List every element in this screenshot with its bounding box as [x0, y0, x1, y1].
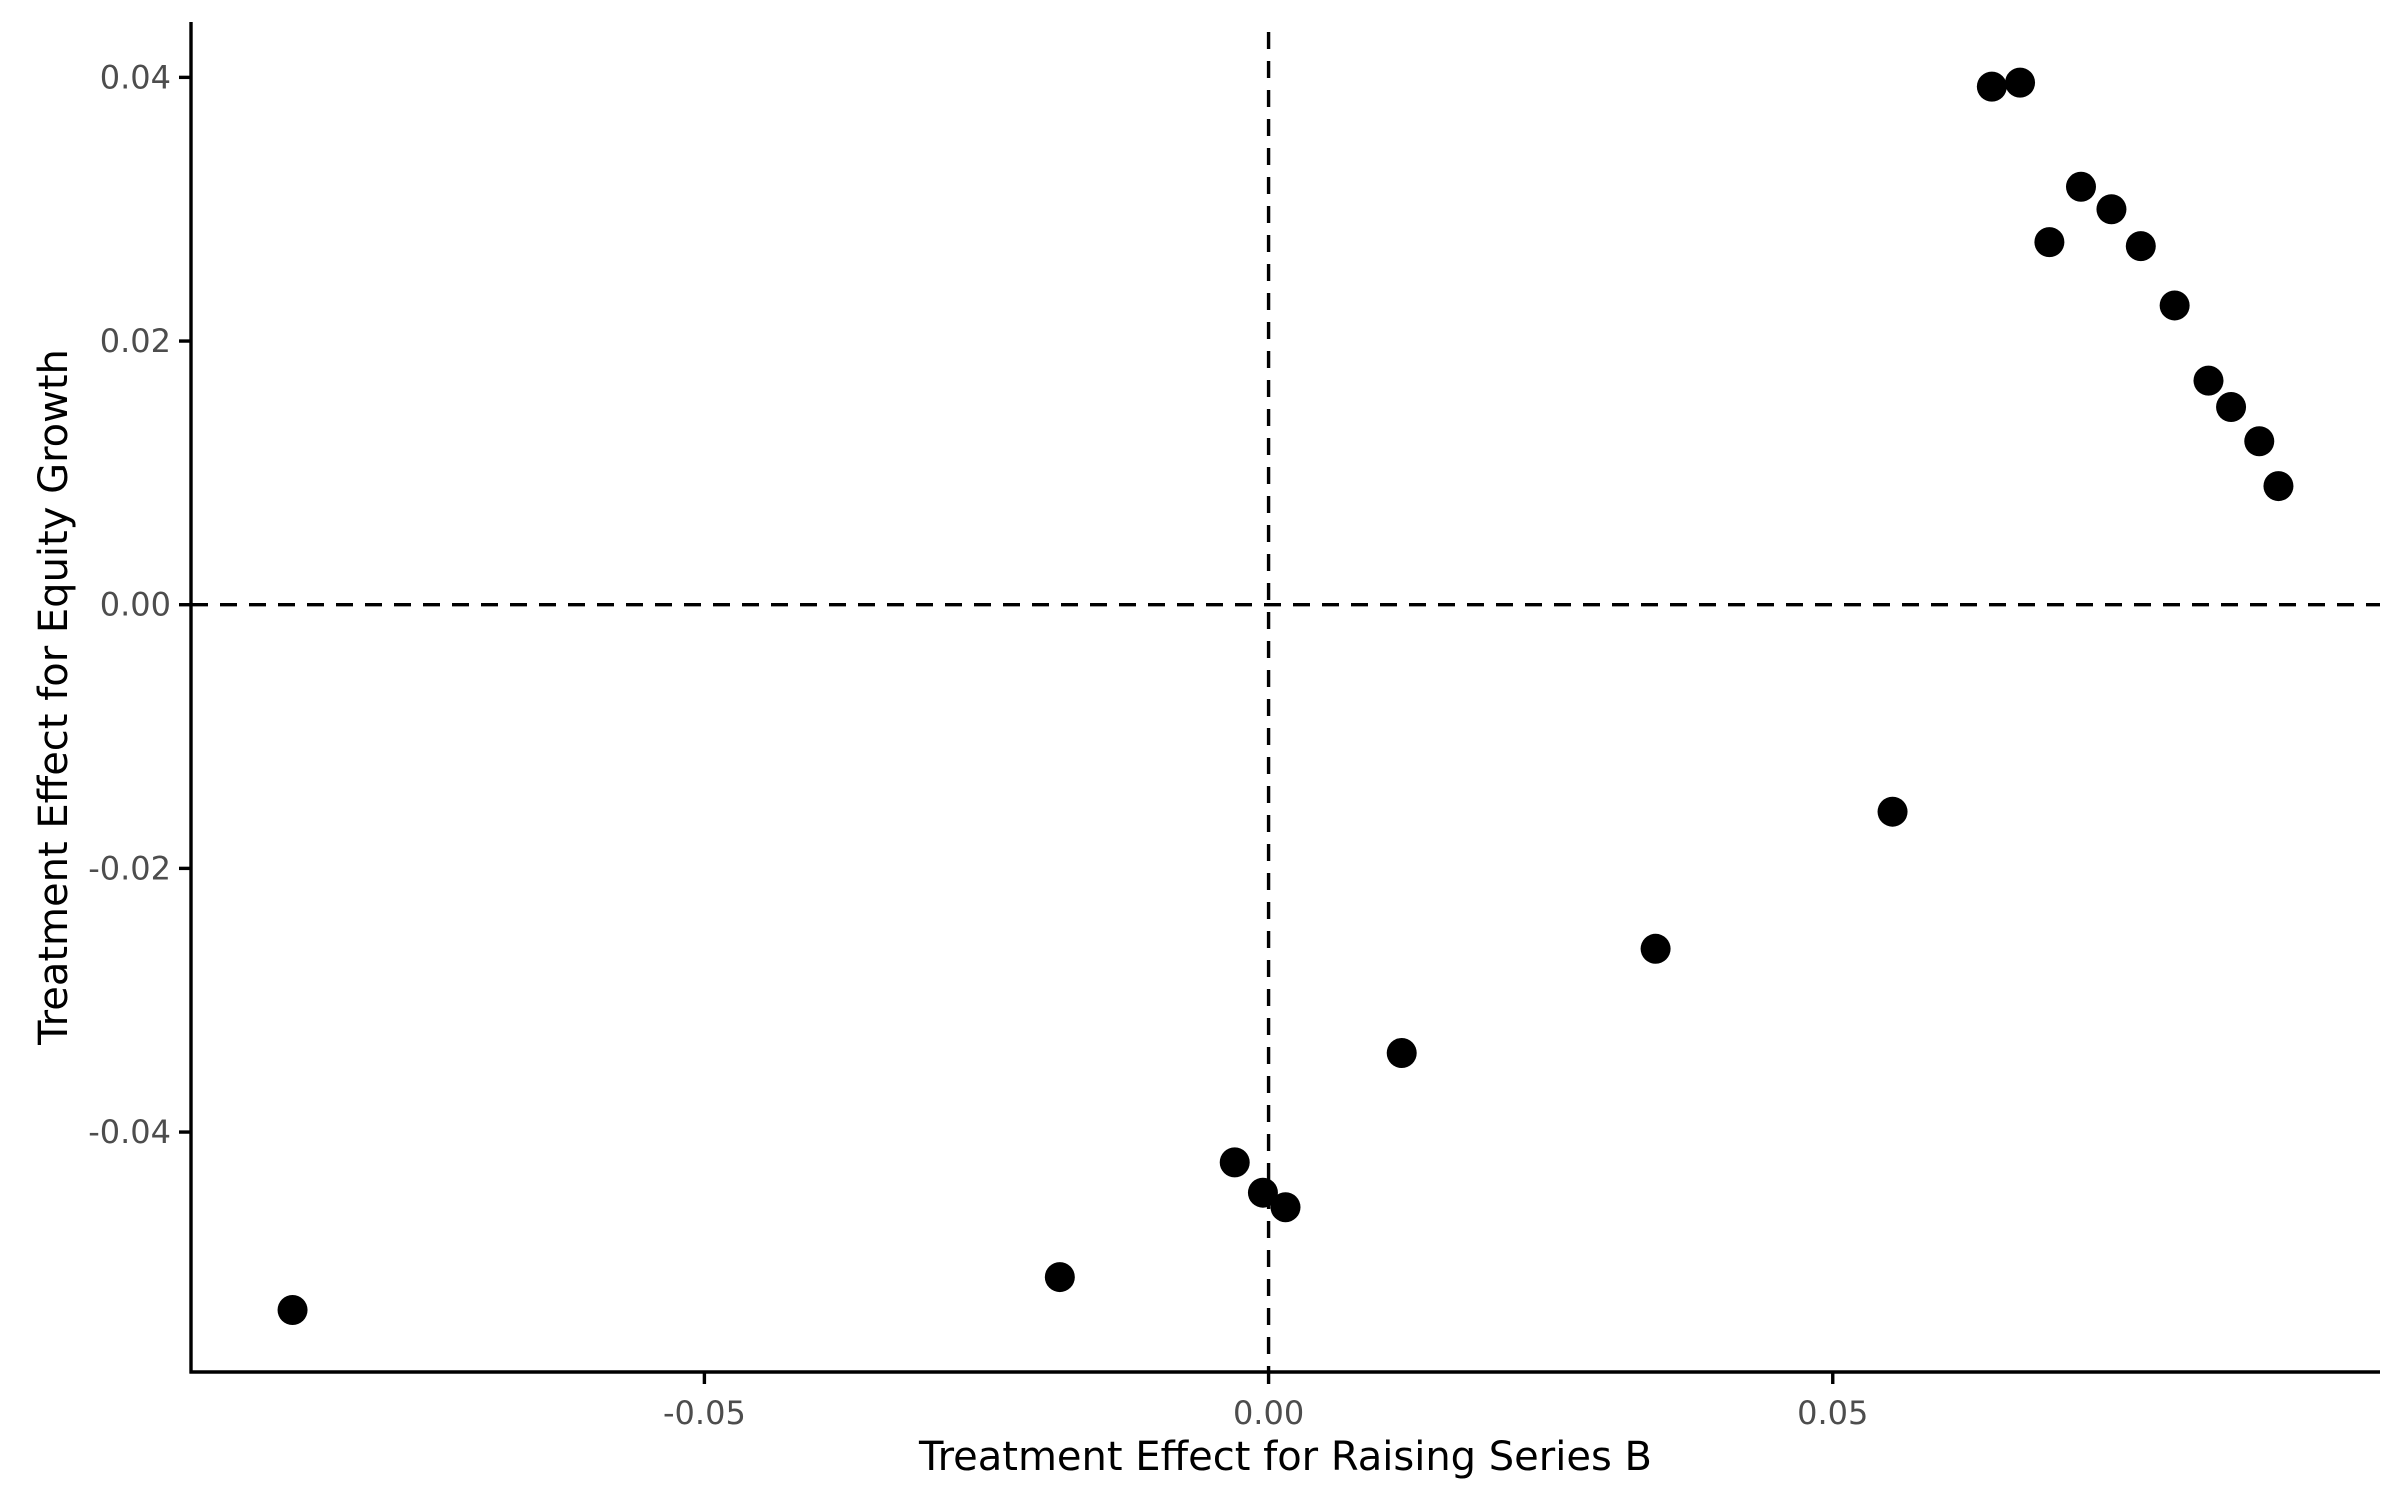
- data-point: [2034, 227, 2065, 258]
- data-point: [2159, 290, 2190, 321]
- data-point: [2216, 391, 2247, 422]
- tick-marks: -0.05 0.00 0.05 -0.04 -0.02 0.00 0.02 0.04: [88, 58, 1868, 1432]
- data-point: [1640, 933, 1671, 964]
- y-tick-label: 0.02: [100, 322, 171, 360]
- data-point: [1386, 1037, 1417, 1068]
- data-point: [2096, 194, 2127, 225]
- data-point: [1219, 1147, 1250, 1178]
- data-point: [2125, 231, 2156, 262]
- data-point: [1044, 1262, 1075, 1293]
- y-tick-label: -0.02: [88, 849, 171, 887]
- data-point: [2244, 426, 2275, 457]
- data-point: [1976, 71, 2007, 102]
- y-tick-label: -0.04: [88, 1113, 171, 1151]
- data-point: [2193, 365, 2224, 396]
- y-axis-title: Treatment Effect for Equity Growth: [31, 349, 77, 1046]
- x-tick-label: 0.05: [1797, 1394, 1868, 1432]
- y-tick-label: 0.00: [100, 586, 171, 624]
- data-point: [1270, 1192, 1301, 1223]
- data-points: [277, 67, 2294, 1326]
- x-axis-title: Treatment Effect for Raising Series B: [918, 1434, 1652, 1480]
- data-point: [2005, 67, 2036, 98]
- y-tick-label: 0.04: [100, 58, 171, 96]
- x-tick-label: 0.00: [1233, 1394, 1304, 1432]
- data-point: [1247, 1177, 1278, 1208]
- data-point: [1877, 796, 1908, 827]
- data-point: [2065, 171, 2096, 202]
- data-point: [277, 1295, 308, 1326]
- data-point: [2263, 471, 2294, 502]
- reference-lines: [191, 32, 2380, 1372]
- x-tick-label: -0.05: [663, 1394, 746, 1432]
- axes: [189, 22, 2380, 1374]
